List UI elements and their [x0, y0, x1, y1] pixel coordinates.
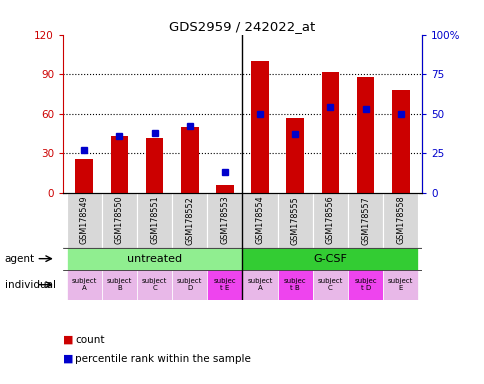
Text: ■: ■ — [63, 354, 74, 364]
Bar — [181, 127, 198, 193]
Bar — [277, 193, 312, 248]
Bar — [348, 270, 382, 300]
Bar — [382, 193, 418, 248]
Text: subjec
t E: subjec t E — [213, 278, 236, 291]
Text: ■: ■ — [63, 335, 74, 345]
Text: GSM178556: GSM178556 — [325, 196, 334, 244]
Text: agent: agent — [5, 254, 35, 264]
Bar — [102, 193, 136, 248]
Bar — [242, 248, 418, 270]
Title: GDS2959 / 242022_at: GDS2959 / 242022_at — [169, 20, 315, 33]
Text: subject
D: subject D — [177, 278, 202, 291]
Bar — [251, 61, 268, 193]
Bar — [207, 270, 242, 300]
Bar — [145, 137, 163, 193]
Text: GSM178552: GSM178552 — [185, 196, 194, 245]
Bar — [321, 71, 339, 193]
Text: percentile rank within the sample: percentile rank within the sample — [75, 354, 251, 364]
Text: GSM178551: GSM178551 — [150, 196, 159, 244]
Text: subject
C: subject C — [317, 278, 343, 291]
Bar — [216, 185, 233, 193]
Bar — [312, 270, 348, 300]
Bar — [66, 248, 242, 270]
Text: individual: individual — [5, 280, 56, 290]
Bar — [172, 193, 207, 248]
Text: G-CSF: G-CSF — [313, 254, 347, 264]
Text: subjec
t D: subjec t D — [354, 278, 376, 291]
Text: subject
B: subject B — [106, 278, 132, 291]
Bar — [286, 118, 303, 193]
Bar — [312, 193, 348, 248]
Bar — [277, 270, 312, 300]
Bar — [75, 159, 93, 193]
Text: GSM178549: GSM178549 — [79, 196, 89, 244]
Text: GSM178557: GSM178557 — [361, 196, 369, 245]
Bar — [356, 77, 374, 193]
Text: subjec
t B: subjec t B — [283, 278, 306, 291]
Text: GSM178554: GSM178554 — [255, 196, 264, 244]
Bar — [348, 193, 382, 248]
Bar — [242, 193, 277, 248]
Text: subject
A: subject A — [247, 278, 272, 291]
Bar — [136, 270, 172, 300]
Text: subject
E: subject E — [387, 278, 413, 291]
Bar — [172, 270, 207, 300]
Bar — [66, 193, 102, 248]
Text: subject
A: subject A — [71, 278, 97, 291]
Bar — [66, 270, 102, 300]
Text: GSM178555: GSM178555 — [290, 196, 299, 245]
Text: count: count — [75, 335, 105, 345]
Bar — [242, 270, 277, 300]
Bar — [102, 270, 136, 300]
Text: GSM178558: GSM178558 — [395, 196, 405, 244]
Text: untreated: untreated — [127, 254, 182, 264]
Bar — [207, 193, 242, 248]
Text: GSM178550: GSM178550 — [115, 196, 123, 244]
Bar — [391, 90, 409, 193]
Text: subject
C: subject C — [141, 278, 167, 291]
Bar — [110, 136, 128, 193]
Text: GSM178553: GSM178553 — [220, 196, 229, 244]
Bar — [382, 270, 418, 300]
Bar — [136, 193, 172, 248]
